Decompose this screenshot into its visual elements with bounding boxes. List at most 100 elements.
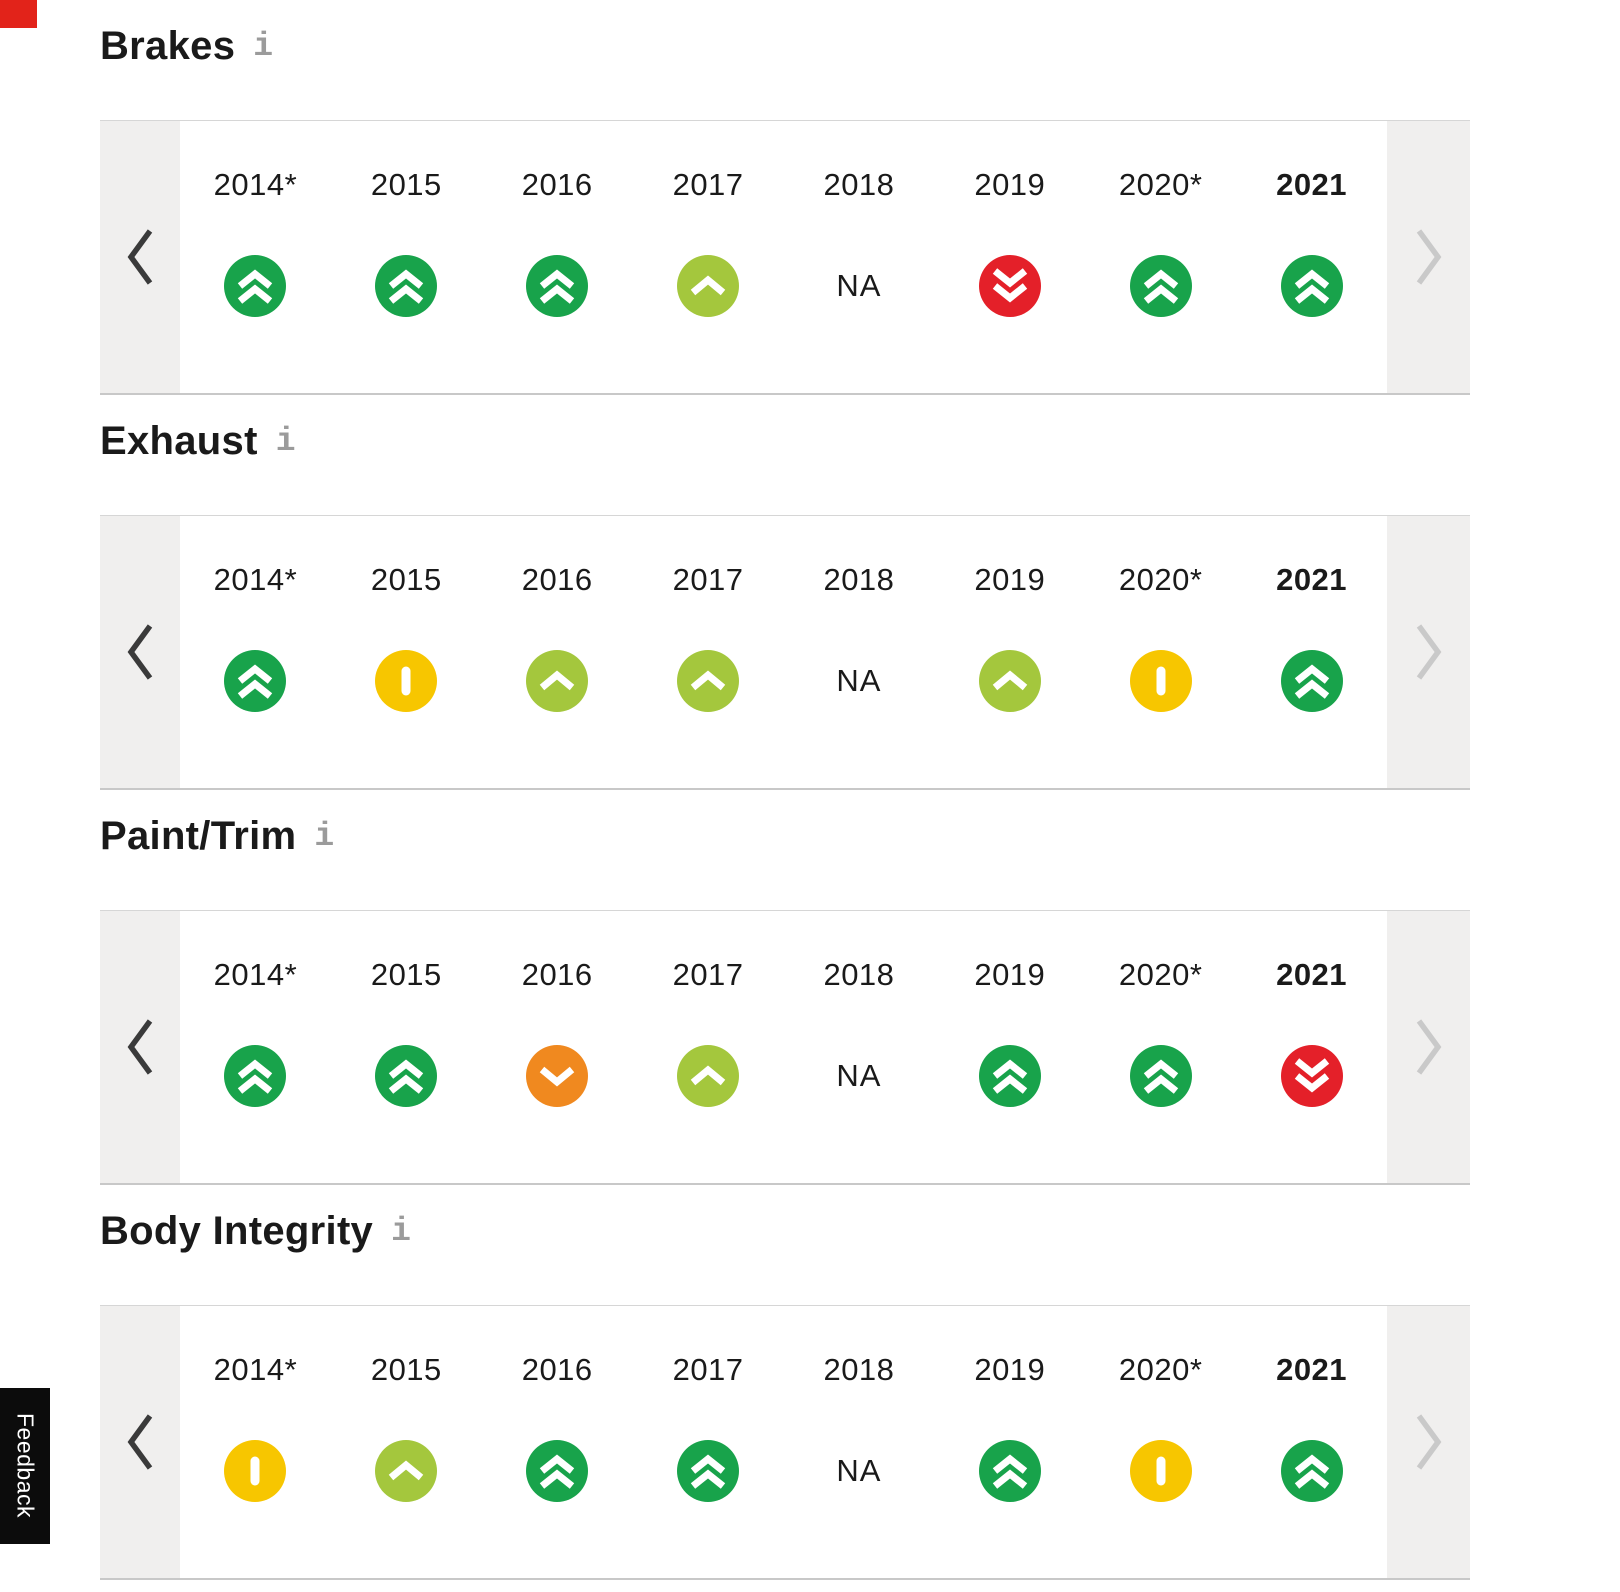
- rating-double-chevron-up-icon: [526, 255, 589, 317]
- year-column: 2015: [331, 1306, 482, 1578]
- ratings-row: 2014* 2015 2016 2017 2018 NA 2019 2020* …: [180, 911, 1387, 1183]
- carousel-prev-button[interactable]: [100, 121, 180, 393]
- rating-cell: [1236, 1045, 1387, 1107]
- year-label: 2021: [1276, 167, 1348, 202]
- year-column: 2019: [934, 516, 1085, 788]
- rating-chevron-up-icon: [978, 650, 1041, 712]
- year-label: 2020*: [1118, 562, 1203, 597]
- chevron-right-icon: [1416, 1019, 1441, 1075]
- year-label: 2019: [974, 562, 1046, 597]
- year-column: 2015: [331, 516, 482, 788]
- category-title: Brakes i: [100, 0, 1470, 120]
- rating-cell: [633, 1045, 784, 1107]
- year-column: 2019: [934, 911, 1085, 1183]
- ratings-row: 2014* 2015 2016 2017 2018 NA 2019 2020* …: [180, 121, 1387, 393]
- year-column: 2020*: [1085, 516, 1236, 788]
- rating-na-label: NA: [836, 1453, 882, 1488]
- rating-double-chevron-up-icon: [1129, 1045, 1192, 1107]
- category-title: Exhaust i: [100, 395, 1470, 515]
- rating-cell: [1236, 255, 1387, 317]
- chevron-right-icon: [1416, 624, 1441, 680]
- rating-double-chevron-up-icon: [1280, 650, 1343, 712]
- chevron-left-icon: [127, 1019, 153, 1075]
- rating-cell: [180, 650, 331, 712]
- year-column: 2014*: [180, 911, 331, 1183]
- carousel-prev-button[interactable]: [100, 911, 180, 1183]
- info-icon[interactable]: i: [275, 422, 296, 460]
- rating-cell: [1085, 1440, 1236, 1502]
- chevron-left-icon: [127, 1414, 153, 1470]
- year-label: 2020*: [1118, 1352, 1203, 1387]
- category-title-text: Body Integrity: [100, 1209, 374, 1253]
- year-column: 2017: [633, 121, 784, 393]
- year-label: 2016: [521, 957, 593, 992]
- rating-cell: [180, 1045, 331, 1107]
- year-column: 2018 NA: [784, 911, 935, 1183]
- carousel-prev-button[interactable]: [100, 516, 180, 788]
- rating-cell: [331, 1440, 482, 1502]
- year-label: 2016: [521, 562, 593, 597]
- year-column: 2016: [482, 516, 633, 788]
- category-section: Brakes i 2014* 2015 2016 2017 2018 NA 20…: [100, 0, 1470, 395]
- rating-cell: [482, 1440, 633, 1502]
- year-label: 2016: [521, 1352, 593, 1387]
- rating-cell: [482, 255, 633, 317]
- carousel-next-button[interactable]: [1387, 911, 1470, 1183]
- rating-chevron-up-icon: [677, 255, 740, 317]
- carousel-next-button[interactable]: [1387, 121, 1470, 393]
- year-column: 2017: [633, 516, 784, 788]
- rating-double-chevron-down-icon: [1280, 1045, 1343, 1107]
- rating-cell: [1085, 1045, 1236, 1107]
- rating-na-label: NA: [836, 663, 882, 698]
- rating-double-chevron-up-icon: [978, 1440, 1041, 1502]
- rating-cell: [331, 255, 482, 317]
- year-column: 2014*: [180, 1306, 331, 1578]
- feedback-tab[interactable]: Feedback: [0, 1388, 50, 1544]
- year-column: 2018 NA: [784, 121, 935, 393]
- info-icon[interactable]: i: [253, 27, 274, 65]
- rating-cell: [633, 255, 784, 317]
- feedback-tab-label: Feedback: [12, 1413, 39, 1519]
- rating-double-chevron-up-icon: [978, 1045, 1041, 1107]
- rating-cell: [934, 1045, 1085, 1107]
- chevron-left-icon: [127, 624, 153, 680]
- year-column: 2021: [1236, 1306, 1387, 1578]
- rating-na-label: NA: [836, 1058, 882, 1093]
- carousel-prev-button[interactable]: [100, 1306, 180, 1578]
- ratings-carousel: 2014* 2015 2016 2017 2018 NA 2019 2020* …: [100, 1305, 1470, 1580]
- year-column: 2020*: [1085, 1306, 1236, 1578]
- year-label: 2018: [823, 167, 895, 202]
- year-label: 2018: [823, 562, 895, 597]
- info-icon[interactable]: i: [391, 1212, 412, 1250]
- year-column: 2017: [633, 1306, 784, 1578]
- rating-cell: [934, 255, 1085, 317]
- rating-cell: [1085, 650, 1236, 712]
- carousel-next-button[interactable]: [1387, 1306, 1470, 1578]
- rating-vertical-bar-icon: [1129, 650, 1192, 712]
- rating-cell: NA: [784, 255, 935, 317]
- rating-double-chevron-up-icon: [224, 650, 287, 712]
- year-column: 2021: [1236, 911, 1387, 1183]
- year-label: 2014*: [213, 1352, 298, 1387]
- ratings-carousel: 2014* 2015 2016 2017 2018 NA 2019 2020* …: [100, 515, 1470, 790]
- year-column: 2019: [934, 121, 1085, 393]
- year-label: 2015: [370, 1352, 442, 1387]
- year-column: 2015: [331, 911, 482, 1183]
- rating-chevron-down-icon: [526, 1045, 589, 1107]
- rating-cell: NA: [784, 650, 935, 712]
- ratings-carousel: 2014* 2015 2016 2017 2018 NA 2019 2020* …: [100, 120, 1470, 395]
- year-label: 2017: [672, 562, 744, 597]
- year-label: 2015: [370, 957, 442, 992]
- rating-cell: [1085, 255, 1236, 317]
- rating-cell: [331, 1045, 482, 1107]
- info-icon[interactable]: i: [314, 817, 335, 855]
- carousel-next-button[interactable]: [1387, 516, 1470, 788]
- category-title: Body Integrity i: [100, 1185, 1470, 1305]
- year-label: 2015: [370, 562, 442, 597]
- chevron-right-icon: [1416, 1414, 1441, 1470]
- year-label: 2020*: [1118, 167, 1203, 202]
- year-label: 2016: [521, 167, 593, 202]
- year-column: 2015: [331, 121, 482, 393]
- rating-cell: [331, 650, 482, 712]
- rating-chevron-up-icon: [375, 1440, 438, 1502]
